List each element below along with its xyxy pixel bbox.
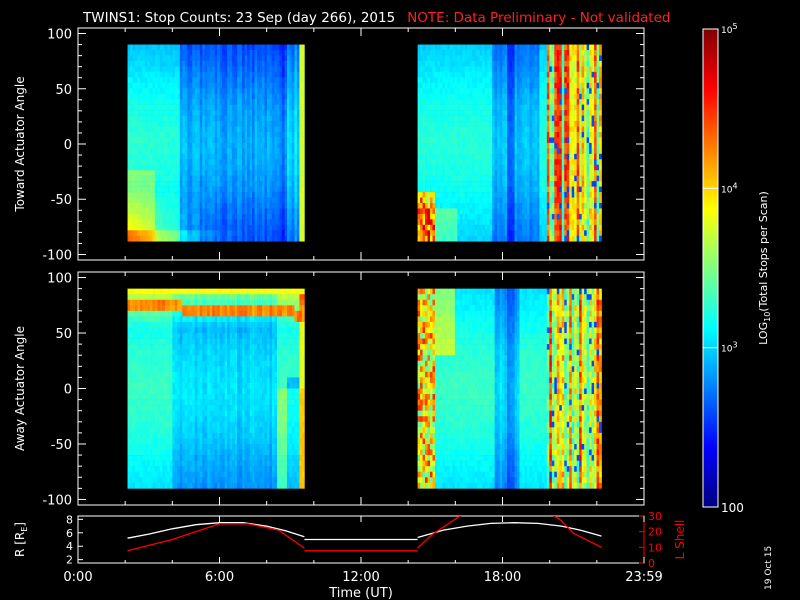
svg-text:TWINS1: Stop Counts: 23 Sep (d: TWINS1: Stop Counts: 23 Sep (day 266), 2… (82, 10, 670, 26)
orbit-ytick-label: 4 (66, 540, 73, 553)
radius-line-1 (127, 522, 305, 539)
time-tick-label: 0:00 (63, 570, 92, 585)
colorbar-tick-label: 105 (721, 22, 738, 36)
colorbar-tick-label: 100 (721, 501, 744, 515)
toward-ytick-label: -100 (42, 248, 72, 263)
away-ytick-label: -50 (51, 438, 72, 453)
toward-ytick-label: 50 (55, 83, 72, 98)
away-ytick-label: 100 (47, 272, 72, 287)
radius-axis-label: R [RE] (13, 522, 29, 557)
orbit-ytick-label: 2 (66, 554, 73, 567)
lshell-line-1 (127, 523, 305, 552)
toward-ytick-label: 100 (47, 28, 72, 43)
toward-ylabel: Toward Actuator Angle (13, 76, 27, 212)
away-segment-1 (127, 288, 305, 489)
colorbar-tick-label: 104 (721, 181, 738, 195)
away-ytick-label: 50 (55, 327, 72, 342)
colorbar-tick-label: 103 (721, 341, 738, 355)
chart-title: TWINS1: Stop Counts: 23 Sep (day 266), 2… (82, 10, 395, 26)
lshell-axis-label: L Shell (673, 520, 687, 560)
colorbar-label: LOG10(Total Stops per Scan) (757, 191, 772, 345)
lshell-line-3 (417, 516, 462, 549)
toward-angle-panel: 100 50 0 -50 -100 Toward Actuator Angle (13, 27, 645, 263)
orbit-ytick-label: 8 (66, 513, 73, 526)
colorbar: 105 104 103 100 LOG10(Total Stops per Scan) (702, 22, 772, 515)
toward-segment-1 (127, 44, 305, 242)
orbit-y2tick-label: 30 (648, 510, 662, 523)
lshell-line-4 (553, 516, 602, 548)
colorbar-gradient (702, 28, 719, 508)
toward-segment-2 (417, 44, 602, 242)
orbit-ytick-label: 6 (66, 527, 73, 540)
away-ytick-label: 0 (64, 383, 72, 398)
time-tick-label: 12:00 (342, 570, 379, 585)
time-tick-label: 18:00 (484, 570, 521, 585)
time-axis-label: Time (UT) (328, 586, 393, 600)
away-ylabel: Away Actuator Angle (13, 326, 27, 451)
toward-ytick-label: 0 (64, 138, 72, 153)
time-tick-label: 23:59 (625, 570, 662, 585)
title-bar: TWINS1: Stop Counts: 23 Sep (day 266), 2… (82, 10, 670, 26)
toward-ytick-label: -50 (51, 193, 72, 208)
away-ytick-label: -100 (42, 493, 72, 508)
orbit-y2tick-label: 10 (648, 541, 662, 554)
generation-date: 19 Oct 15 (764, 545, 774, 590)
time-tick-label: 6:00 (205, 570, 234, 585)
radius-line-3 (417, 522, 602, 539)
orbit-y2tick-label: 0 (648, 557, 655, 570)
away-segment-2 (417, 288, 602, 489)
away-angle-panel: 100 50 0 -50 -100 Away Actuator Angle (13, 271, 645, 508)
preliminary-note: NOTE: Data Preliminary - Not validated (407, 10, 670, 26)
orbit-y2tick-label: 20 (648, 526, 662, 539)
